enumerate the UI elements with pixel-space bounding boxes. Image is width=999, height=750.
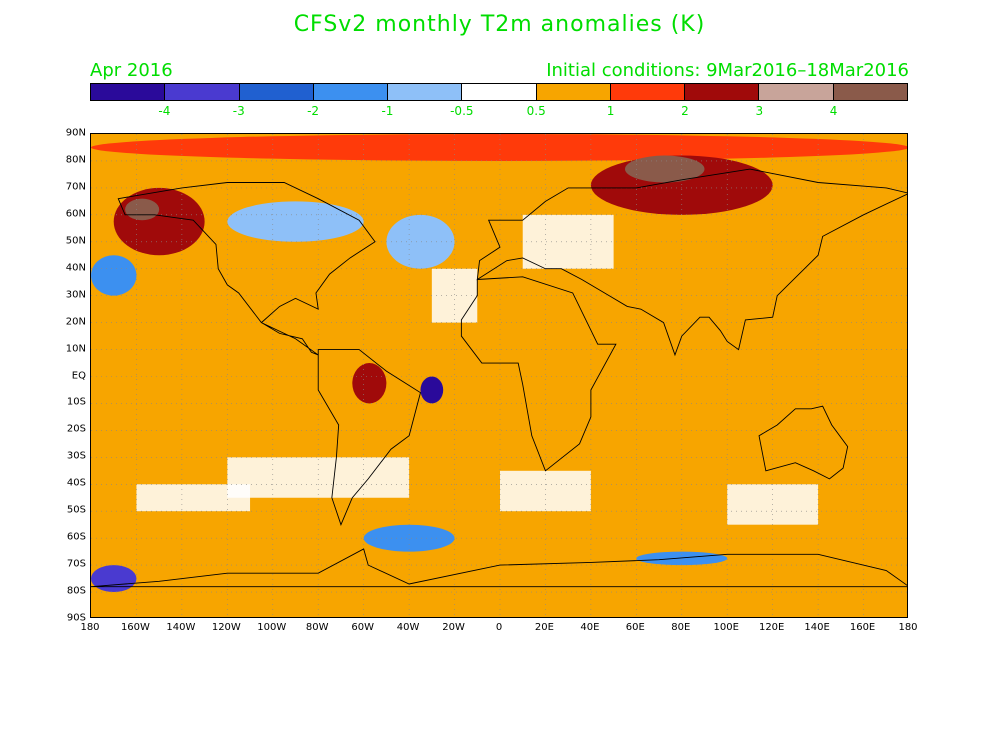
longitude-tick: 100W [257,622,287,633]
colorbar-labels: -4 -3 -2 -1 -0.5 0.5 1 2 3 4 [90,104,908,120]
map-canvas [91,134,907,617]
coastline [460,276,617,472]
anomaly-map [90,133,908,618]
longitude-tick: 180 [80,622,100,633]
alaska-max [125,198,160,221]
longitude-tick: 120E [758,622,785,633]
longitude-tick: 20E [534,622,554,633]
forecast-month: Apr 2016 [90,60,173,81]
latitude-tick: 20S [66,423,86,435]
coastline [476,168,907,357]
longitude-tick: 160W [120,622,150,633]
coastline [758,405,849,480]
latitude-tick: 90S [66,612,86,624]
siberia-max [624,155,705,183]
colorbar-label: -4 [158,104,171,118]
canada-cool [227,201,364,242]
arctic-band [91,134,907,161]
colorbar-swatch [685,84,760,100]
longitude-tick: 80W [305,622,329,633]
colorbar-label: 3 [755,104,764,118]
latitude-tick: 90N [65,127,86,139]
southern-ocean-cool-1 [363,524,455,552]
latitude-tick: 30N [65,289,86,301]
initial-conditions: Initial conditions: 9Mar2016–18Mar2016 [546,60,909,81]
latitude-tick: 50N [65,235,86,247]
latitude-tick: 60S [66,531,86,543]
antarctic-min [91,565,137,593]
latitude-tick: 50S [66,504,86,516]
colorbar-label: 1 [606,104,615,118]
neutral-patch [522,214,614,269]
colorbar-label: -1 [381,104,394,118]
colorbar-swatch [91,84,166,100]
latitude-tick: 40N [65,262,86,274]
longitude-tick: 40E [580,622,600,633]
latitude-tick: 80N [65,154,86,166]
colorbar-swatch [388,84,463,100]
coastline [117,182,376,356]
colorbar-label: 2 [681,104,689,118]
map-background [91,134,907,617]
latitude-tick: 80S [66,585,86,597]
longitude-tick: 180 [898,622,918,633]
neutral-patch [227,457,410,498]
latitude-tick: 70S [66,558,86,570]
colorbar [90,83,908,101]
latitude-tick: 70N [65,181,86,193]
colorbar-label: 4 [829,104,838,118]
colorbar-label: -0.5 [450,104,474,118]
colorbar-swatch [759,84,834,100]
neutral-patch [500,470,591,512]
latitude-tick: 20N [65,316,86,328]
alaska-warm [113,187,205,256]
colorbar-swatch [610,84,686,100]
colorbar-swatch [833,84,907,100]
atlantic-south-min [420,376,444,404]
colorbar-swatch [462,84,537,100]
longitude-tick: 80E [671,622,691,633]
amazon-warm [352,363,387,404]
longitude-tick: 140W [166,622,196,633]
atlantic-cool [386,214,455,269]
latitude-tick: EQ [71,370,86,381]
colorbar-label: 0.5 [526,104,546,118]
longitude-tick: 40W [396,622,420,633]
colorbar-swatch [165,84,240,100]
longitude-tick: 100E [713,622,739,633]
neutral-patch [431,268,478,323]
longitude-tick: 20W [442,622,465,633]
longitude-tick: 0 [495,622,503,633]
coastline [91,548,907,588]
longitude-tick: 140E [804,622,830,633]
colorbar-swatch [313,84,389,100]
colorbar-label: -3 [232,104,245,118]
colorbar-swatch [536,84,611,100]
longitude-tick: 160E [849,622,876,633]
longitude-tick: 60E [625,622,645,633]
neutral-patch [136,484,251,512]
chart-title: CFSv2 monthly T2m anomalies (K) [293,12,706,37]
colorbar-swatch [239,84,314,100]
longitude-tick: 60W [351,622,374,633]
colorbar-label: -2 [307,104,320,118]
latitude-tick: 40S [66,477,86,489]
coastline [317,349,421,526]
latitude-tick: 60N [65,208,86,220]
pacific-cool-north [91,255,137,296]
latitude-tick: 10N [65,343,86,355]
longitude-tick: 120W [211,622,241,633]
latitude-tick: 30S [66,450,86,462]
latitude-tick: 10S [66,396,86,408]
